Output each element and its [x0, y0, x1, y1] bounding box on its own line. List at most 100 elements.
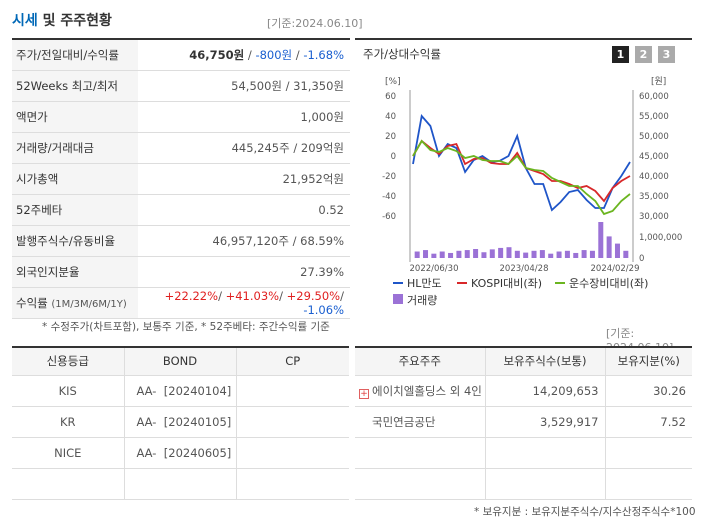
- quote-label: 52Weeks 최고/최저: [12, 70, 138, 102]
- credit-agency: KIS: [12, 375, 124, 407]
- quote-row-price: 주가/전일대비/수익률 46,750원 / -800원 / -1.68%: [12, 39, 350, 71]
- price-change: -800원: [255, 47, 293, 62]
- volume-tick-label: 0: [639, 254, 644, 264]
- right-tick-label: 45,000: [639, 152, 669, 162]
- quote-row-52w: 52Weeks 최고/최저 54,500원 / 31,350원: [12, 70, 350, 102]
- quote-value: 46,750원 / -800원 / -1.68%: [138, 39, 350, 71]
- right-tick-label: 50,000: [639, 132, 669, 142]
- quote-value: 54,500원 / 31,350원: [138, 70, 350, 102]
- credit-bond: AA- [20240105]: [123, 406, 236, 438]
- credit-cp: [235, 406, 349, 438]
- credit-table: 신용등급 BOND CP KIS AA- [20240104] KR AA- [20…: [12, 346, 349, 500]
- expand-plus-icon[interactable]: +: [359, 388, 369, 399]
- credit-cp: [235, 468, 349, 500]
- price-rate: -1.68%: [303, 47, 344, 62]
- quote-label: 거래량/거래대금: [12, 132, 138, 164]
- return-1m: +22.22%: [164, 288, 219, 303]
- x-tick-label: 2024/02/29: [591, 264, 640, 274]
- holder-ratio: [604, 437, 692, 469]
- series-line-1: [412, 113, 631, 212]
- volume-bar: [556, 251, 562, 258]
- volume-bar: [473, 249, 479, 258]
- credit-row: [12, 468, 349, 500]
- right-axis-unit: [원]: [651, 76, 666, 87]
- holder-name: 국민연금공단: [355, 406, 485, 438]
- left-tick-label: -40: [382, 192, 396, 202]
- left-tick-label: -20: [382, 172, 396, 182]
- chart-tab-1[interactable]: 1: [612, 46, 629, 63]
- credit-header-rating: 신용등급: [12, 347, 124, 376]
- credit-cp: [235, 375, 349, 407]
- holder-name[interactable]: 에이치엘홀딩스 외 4인: [372, 383, 482, 398]
- volume-bar: [464, 250, 470, 258]
- right-tick-label: 35,000: [639, 192, 669, 202]
- volume-bar: [523, 252, 529, 258]
- credit-bond: AA- [20240605]: [123, 437, 236, 469]
- holder-row: + 에이치엘홀딩스 외 4인 14,209,653 30.26: [355, 375, 692, 407]
- credit-agency: KR: [12, 406, 124, 438]
- chart-tab-3[interactable]: 3: [658, 46, 675, 63]
- left-tick-label: -60: [382, 212, 396, 222]
- title-sub: 및 주주현황: [42, 13, 112, 29]
- right-tick-label: 40,000: [639, 172, 669, 182]
- quote-label: 외국인지분율: [12, 256, 138, 288]
- quote-row-beta: 52주베타 0.52: [12, 194, 350, 226]
- holder-ratio: 7.52: [604, 406, 692, 438]
- return-3m: +41.03%: [225, 288, 280, 303]
- quote-value: 46,957,120주 / 68.59%: [138, 225, 350, 257]
- holder-shares: 14,209,653: [484, 375, 605, 407]
- volume-bar: [589, 250, 595, 258]
- chart-svg: [%] [원] 60 40 20 0 -20 -40 -60 60,000 55,000 50,000…: [382, 76, 682, 307]
- series-line-3: [412, 139, 631, 216]
- credit-bond: AA- [20240104]: [123, 375, 236, 407]
- quote-value: +22.22%/ +41.03%/ +29.50%/ -1.06%: [138, 287, 350, 319]
- quote-row-par: 액면가 1,000원: [12, 101, 350, 133]
- holder-row: [355, 437, 692, 469]
- legend-label-1: HL만도: [407, 277, 442, 290]
- volume-bar: [498, 247, 504, 258]
- chart-tab-2[interactable]: 2: [635, 46, 652, 63]
- credit-row: NICE AA- [20240605]: [12, 437, 349, 469]
- credit-agency: [12, 468, 124, 500]
- holder-name: [355, 468, 485, 500]
- volume-bar: [531, 250, 537, 258]
- chart-title: 주가/상대수익률: [363, 47, 441, 61]
- holder-shares: [484, 437, 605, 469]
- volume-bar: [481, 252, 487, 258]
- volume-bar: [623, 250, 629, 258]
- holders-table: 주요주주 보유주식수(보통) 보유지분(%) + 에이치엘홀딩스 외 4인 14,…: [355, 346, 692, 500]
- quote-label: 액면가: [12, 101, 138, 133]
- quote-row-shares: 발행주식수/유동비율 46,957,120주 / 68.59%: [12, 225, 350, 257]
- volume-bar: [539, 250, 545, 258]
- right-tick-label: 60,000: [639, 92, 669, 102]
- volume-bar: [423, 250, 429, 258]
- quote-row-foreign: 외국인지분율 27.39%: [12, 256, 350, 288]
- quote-value: 0.52: [138, 194, 350, 226]
- volume-bar: [548, 253, 554, 258]
- credit-row: KIS AA- [20240104]: [12, 375, 349, 407]
- holder-name-cell: + 에이치엘홀딩스 외 4인: [355, 375, 485, 407]
- left-tick-label: 20: [385, 132, 396, 142]
- volume-bar: [414, 251, 420, 258]
- quote-label: 주가/전일대비/수익률: [12, 39, 138, 71]
- holder-ratio: 30.26: [604, 375, 692, 407]
- left-axis-unit: [%]: [385, 77, 401, 87]
- left-tick-label: 60: [385, 92, 396, 102]
- holder-ratio: [604, 468, 692, 500]
- volume-bar: [573, 252, 579, 258]
- right-tick-label: 30,000: [639, 212, 669, 222]
- legend-label-volume: 거래량: [407, 294, 437, 307]
- page-title: 시세 및 주주현황: [12, 10, 112, 30]
- credit-bond: [123, 468, 236, 500]
- volume-bar: [439, 251, 445, 258]
- left-tick-label: 0: [391, 152, 396, 162]
- volume-bar: [581, 250, 587, 258]
- quote-row-volume: 거래량/거래대금 445,245주 / 209억원: [12, 132, 350, 164]
- quote-value: 27.39%: [138, 256, 350, 288]
- holder-name: [355, 437, 485, 469]
- volume-bar: [506, 247, 512, 258]
- quote-row-marketcap: 시가총액 21,952억원: [12, 163, 350, 195]
- return-1y: -1.06%: [303, 302, 344, 317]
- base-date: [기준:2024.06.10]: [267, 17, 363, 30]
- price-value: 46,750원: [189, 47, 245, 62]
